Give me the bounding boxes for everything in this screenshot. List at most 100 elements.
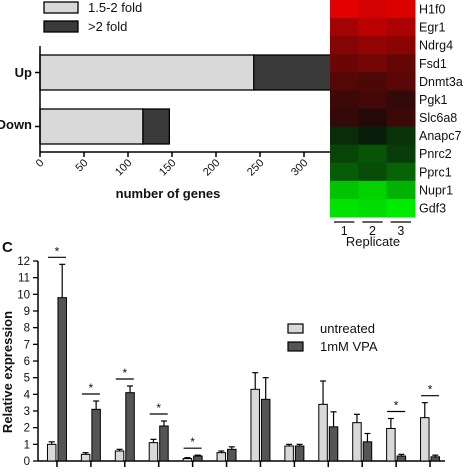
heatmap-cell — [358, 90, 388, 109]
legend-label-1: 1.5-2 fold — [88, 0, 142, 15]
bar-group-8-untreated — [284, 445, 294, 462]
significance-label: * — [190, 435, 195, 449]
legend-swatch-vpa — [287, 341, 304, 352]
y-tick-label: 9 — [24, 306, 30, 318]
heatmap-cell — [330, 126, 359, 146]
row-label: Pnrc2 — [419, 147, 452, 161]
y-tick-label: 11 — [18, 273, 30, 285]
heatmap-cell — [358, 72, 388, 91]
bar-group-5-untreated — [182, 458, 193, 462]
bar-group-11-vpa — [396, 455, 407, 462]
y-tick-label: 8 — [24, 323, 30, 335]
y-tick-label: 1 — [24, 439, 30, 451]
bar-group-8-vpa — [294, 445, 305, 462]
significance-label: * — [89, 381, 94, 395]
heatmap-cell — [330, 162, 359, 182]
column-label: 2 — [369, 224, 376, 238]
bar-group-1-vpa — [57, 297, 67, 462]
heatmap-x-label: Replicate — [346, 234, 400, 249]
heatmap-cell — [330, 180, 359, 200]
bar-group-11-untreated — [386, 428, 396, 462]
category-label-up: Up — [15, 65, 32, 80]
legend: untreated 1mM VPA — [287, 321, 378, 354]
heatmap-cell — [386, 198, 416, 218]
bar-group-10-untreated — [352, 422, 362, 462]
heatmap-cell — [386, 54, 416, 73]
heatmap-cell — [330, 36, 359, 55]
heatmap-cell — [358, 198, 388, 218]
heatmap-cell — [330, 90, 359, 109]
heatmap-cell — [386, 144, 416, 164]
bar-down-series-2 — [142, 108, 171, 145]
panel-label: C — [2, 239, 13, 256]
y-tick-label: 0 — [24, 456, 30, 468]
row-label: Fsd1 — [419, 57, 447, 71]
heatmap-cell — [358, 144, 388, 164]
bar-group-5-vpa — [193, 455, 203, 462]
heatmap-cell — [330, 54, 359, 73]
heatmap-cell — [386, 18, 416, 37]
heatmap-cell — [386, 0, 416, 19]
stacked-bar-chart: 1.5-2 fold >2 fold 050100150200250300350… — [0, 0, 355, 201]
significance-label: * — [156, 401, 161, 415]
legend-label-untreated: untreated — [320, 321, 375, 336]
heatmap-cell — [358, 36, 388, 55]
bar-group-12-untreated — [420, 417, 430, 462]
y-tick-label: 6 — [24, 356, 30, 368]
column-label: 1 — [341, 224, 348, 238]
heatmap-cell — [330, 18, 359, 37]
y-tick-label: 7 — [24, 339, 30, 351]
heatmap-cells — [330, 0, 416, 218]
heatmap-cell — [330, 108, 359, 128]
category-label-down: Down — [0, 117, 32, 132]
row-label: H1f0 — [419, 3, 445, 17]
legend: 1.5-2 fold >2 fold — [43, 0, 142, 34]
row-label: Gdf3 — [419, 201, 446, 215]
bar-group-4-vpa — [159, 425, 169, 462]
bar-group-2-vpa — [91, 408, 101, 462]
legend-label-vpa: 1mM VPA — [320, 339, 378, 354]
x-tick-label: 100 — [113, 157, 134, 178]
heatmap-cell — [330, 72, 359, 91]
row-label: Nupr1 — [419, 183, 453, 197]
x-tick-label: 300 — [289, 157, 310, 178]
bar-group-6-vpa — [227, 448, 237, 462]
heatmap-cell — [358, 180, 388, 200]
row-label: Pprc1 — [419, 165, 452, 179]
x-tick-label: 0 — [34, 157, 47, 170]
heatmap-cell — [386, 90, 416, 109]
bar-group-4-untreated — [148, 442, 159, 462]
bar-group-10-vpa — [362, 441, 373, 462]
significance-label: * — [55, 244, 60, 258]
heatmap-cell — [358, 18, 388, 37]
heatmap-cell — [358, 162, 388, 182]
y-tick-label: 4 — [24, 389, 31, 401]
y-tick-label: 3 — [24, 406, 30, 418]
bar-group-9-vpa — [328, 426, 339, 462]
bar-group-12-vpa — [430, 456, 441, 462]
significance-label: * — [122, 366, 127, 380]
bar-up-series-2 — [253, 54, 339, 91]
heatmap-cell — [358, 108, 388, 128]
row-labels: H1f0 Egr1 Ndrg4 Fsd1 Dnmt3a Pgk1 Slc6a8 Anapc7 P… — [419, 3, 463, 216]
significance-markers: * * * * * * * — [47, 244, 440, 449]
significance-label: * — [428, 383, 433, 397]
bar-group-2-untreated — [80, 453, 91, 462]
x-tick-label: 150 — [157, 157, 178, 178]
x-tick-label: 250 — [245, 157, 266, 178]
legend-swatch-untreated — [287, 323, 304, 334]
bar-group-7-vpa — [260, 398, 271, 462]
bars — [46, 263, 441, 462]
x-tick-label: 200 — [201, 157, 222, 178]
heatmap-cell — [358, 0, 388, 19]
bar-group-7-untreated — [250, 388, 260, 462]
y-tick-label: 12 — [17, 256, 30, 268]
row-label: Anapc7 — [419, 129, 461, 143]
bars — [35, 54, 339, 145]
y-tick-label: 2 — [24, 423, 30, 435]
column-labels: 1 2 3 — [334, 221, 411, 238]
bar-group-9-untreated — [318, 403, 328, 462]
